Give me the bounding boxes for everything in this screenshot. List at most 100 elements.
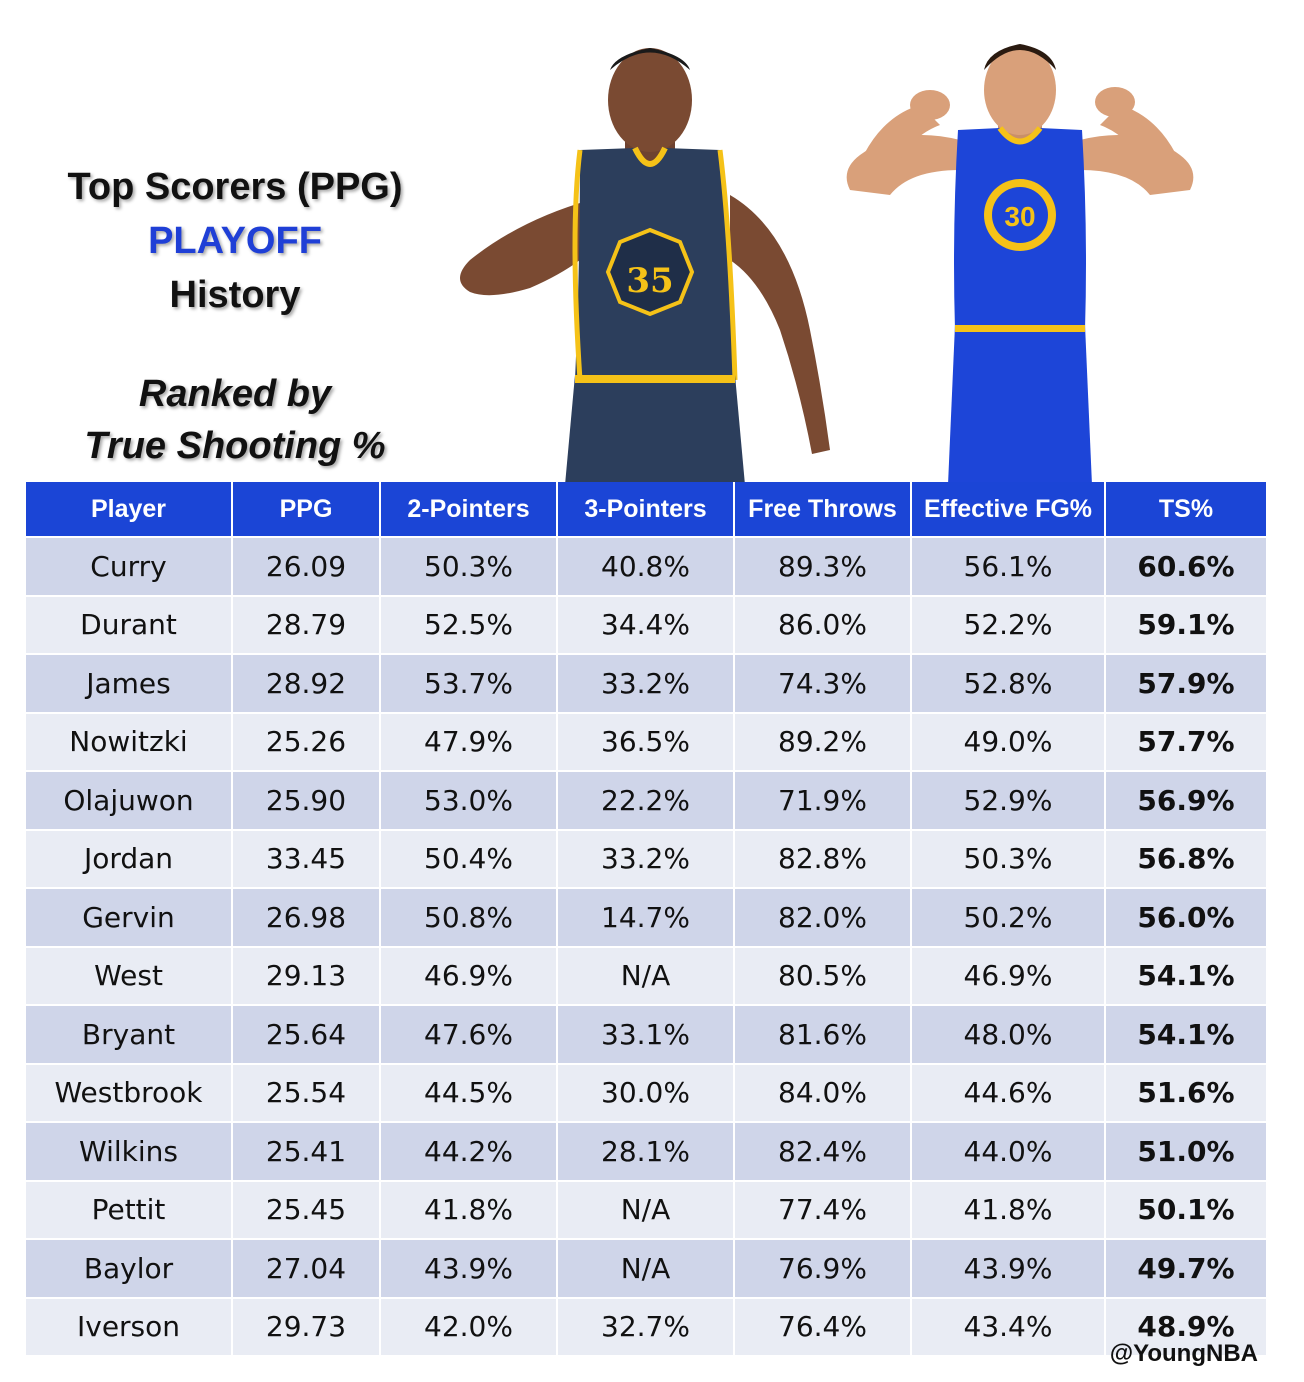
cell-ppg: 25.41 xyxy=(232,1121,381,1181)
cell-ft: 82.0% xyxy=(734,887,912,947)
cell-player: Westbrook xyxy=(26,1062,233,1122)
cell-2pt: 47.9% xyxy=(380,711,558,771)
table-row: Curry 26.09 50.3% 40.8% 89.3% 56.1% 60.6% xyxy=(26,536,1266,596)
cell-efg: 44.6% xyxy=(911,1062,1106,1122)
cell-player: James xyxy=(26,653,233,713)
cell-efg: 43.9% xyxy=(911,1238,1106,1298)
player-photo-left: 35 xyxy=(460,48,830,485)
cell-ppg: 29.13 xyxy=(232,945,381,1005)
cell-ts: 48.9% xyxy=(1105,1296,1266,1355)
cell-ft: 89.2% xyxy=(734,711,912,771)
cell-player: Curry xyxy=(26,536,233,596)
title-block: Top Scorers (PPG) PLAYOFF History xyxy=(40,160,430,322)
cell-ppg: 27.04 xyxy=(232,1238,381,1298)
table-row: Bryant 25.64 47.6% 33.1% 81.6% 48.0% 54.1% xyxy=(26,1004,1266,1064)
cell-ft: 71.9% xyxy=(734,770,912,830)
cell-ft: 86.0% xyxy=(734,594,912,654)
table-row: James 28.92 53.7% 33.2% 74.3% 52.8% 57.9% xyxy=(26,653,1266,713)
cell-ppg: 25.64 xyxy=(232,1004,381,1064)
table-row: Nowitzki 25.26 47.9% 36.5% 89.2% 49.0% 57.7% xyxy=(26,711,1266,771)
table-row: Gervin 26.98 50.8% 14.7% 82.0% 50.2% 56.0% xyxy=(26,887,1266,947)
cell-2pt: 44.2% xyxy=(380,1121,558,1181)
cell-2pt: 44.5% xyxy=(380,1062,558,1122)
table-row: Iverson 29.73 42.0% 32.7% 76.4% 43.4% 48.9% xyxy=(26,1296,1266,1355)
cell-ts: 51.6% xyxy=(1105,1062,1266,1122)
cell-ppg: 25.54 xyxy=(232,1062,381,1122)
cell-player: Bryant xyxy=(26,1004,233,1064)
cell-3pt: 28.1% xyxy=(557,1121,735,1181)
column-header-ppg: PPG xyxy=(232,482,381,537)
cell-ft: 74.3% xyxy=(734,653,912,713)
cell-3pt: 40.8% xyxy=(557,536,735,596)
cell-efg: 48.0% xyxy=(911,1004,1106,1064)
table-body: Curry 26.09 50.3% 40.8% 89.3% 56.1% 60.6% Duran… xyxy=(26,536,1266,1355)
column-header-efg: Effective FG% xyxy=(911,482,1106,537)
table-row: Westbrook 25.54 44.5% 30.0% 84.0% 44.6% 51.6% xyxy=(26,1062,1266,1122)
cell-ppg: 25.90 xyxy=(232,770,381,830)
cell-player: Durant xyxy=(26,594,233,654)
player-photo-right: 30 xyxy=(846,44,1194,485)
cell-ts: 51.0% xyxy=(1105,1121,1266,1181)
cell-2pt: 46.9% xyxy=(380,945,558,1005)
cell-efg: 52.8% xyxy=(911,653,1106,713)
cell-2pt: 47.6% xyxy=(380,1004,558,1064)
cell-ts: 56.8% xyxy=(1105,828,1266,888)
title-line-3: History xyxy=(169,274,301,316)
column-header-2pt: 2-Pointers xyxy=(380,482,558,537)
watermark: @YoungNBA xyxy=(1109,1340,1258,1367)
cell-ft: 89.3% xyxy=(734,536,912,596)
cell-ts: 49.7% xyxy=(1105,1238,1266,1298)
cell-ppg: 25.45 xyxy=(232,1179,381,1239)
cell-player: Gervin xyxy=(26,887,233,947)
table-row: West 29.13 46.9% N/A 80.5% 46.9% 54.1% xyxy=(26,945,1266,1005)
cell-ft: 82.8% xyxy=(734,828,912,888)
cell-3pt: N/A xyxy=(557,1238,735,1298)
cell-ts: 57.9% xyxy=(1105,653,1266,713)
cell-ts: 59.1% xyxy=(1105,594,1266,654)
cell-2pt: 43.9% xyxy=(380,1238,558,1298)
cell-3pt: N/A xyxy=(557,1179,735,1239)
cell-player: Nowitzki xyxy=(26,711,233,771)
cell-player: Pettit xyxy=(26,1179,233,1239)
title-line-1: Top Scorers (PPG) xyxy=(67,166,403,208)
cell-player: Jordan xyxy=(26,828,233,888)
cell-efg: 44.0% xyxy=(911,1121,1106,1181)
cell-ft: 76.4% xyxy=(734,1296,912,1355)
cell-3pt: 22.2% xyxy=(557,770,735,830)
cell-efg: 41.8% xyxy=(911,1179,1106,1239)
cell-ppg: 29.73 xyxy=(232,1296,381,1355)
right-jersey-number: 30 xyxy=(1004,201,1035,232)
table-row: Durant 28.79 52.5% 34.4% 86.0% 52.2% 59.1% xyxy=(26,594,1266,654)
column-header-player: Player xyxy=(26,482,233,537)
stats-table: Player PPG 2-Pointers 3-Pointers Free Th… xyxy=(26,482,1266,1355)
cell-3pt: 33.1% xyxy=(557,1004,735,1064)
cell-player: Wilkins xyxy=(26,1121,233,1181)
cell-efg: 52.2% xyxy=(911,594,1106,654)
cell-ppg: 28.92 xyxy=(232,653,381,713)
cell-ts: 54.1% xyxy=(1105,945,1266,1005)
cell-2pt: 52.5% xyxy=(380,594,558,654)
table-row: Pettit 25.45 41.8% N/A 77.4% 41.8% 50.1% xyxy=(26,1179,1266,1239)
subtitle-block: Ranked by True Shooting % xyxy=(40,368,430,472)
title-line-2: PLAYOFF xyxy=(148,220,322,262)
column-header-ft: Free Throws xyxy=(734,482,912,537)
column-header-ts: TS% xyxy=(1105,482,1266,537)
cell-2pt: 42.0% xyxy=(380,1296,558,1355)
cell-ts: 57.7% xyxy=(1105,711,1266,771)
cell-ft: 76.9% xyxy=(734,1238,912,1298)
cell-ft: 77.4% xyxy=(734,1179,912,1239)
table-row: Baylor 27.04 43.9% N/A 76.9% 43.9% 49.7% xyxy=(26,1238,1266,1298)
cell-ft: 80.5% xyxy=(734,945,912,1005)
cell-efg: 43.4% xyxy=(911,1296,1106,1355)
left-jersey-number: 35 xyxy=(626,261,673,301)
cell-ts: 60.6% xyxy=(1105,536,1266,596)
cell-ts: 56.9% xyxy=(1105,770,1266,830)
cell-3pt: N/A xyxy=(557,945,735,1005)
cell-efg: 49.0% xyxy=(911,711,1106,771)
cell-ft: 84.0% xyxy=(734,1062,912,1122)
cell-2pt: 53.0% xyxy=(380,770,558,830)
cell-3pt: 33.2% xyxy=(557,653,735,713)
table-header-row: Player PPG 2-Pointers 3-Pointers Free Th… xyxy=(26,482,1266,537)
cell-2pt: 53.7% xyxy=(380,653,558,713)
table-row: Wilkins 25.41 44.2% 28.1% 82.4% 44.0% 51.0% xyxy=(26,1121,1266,1181)
